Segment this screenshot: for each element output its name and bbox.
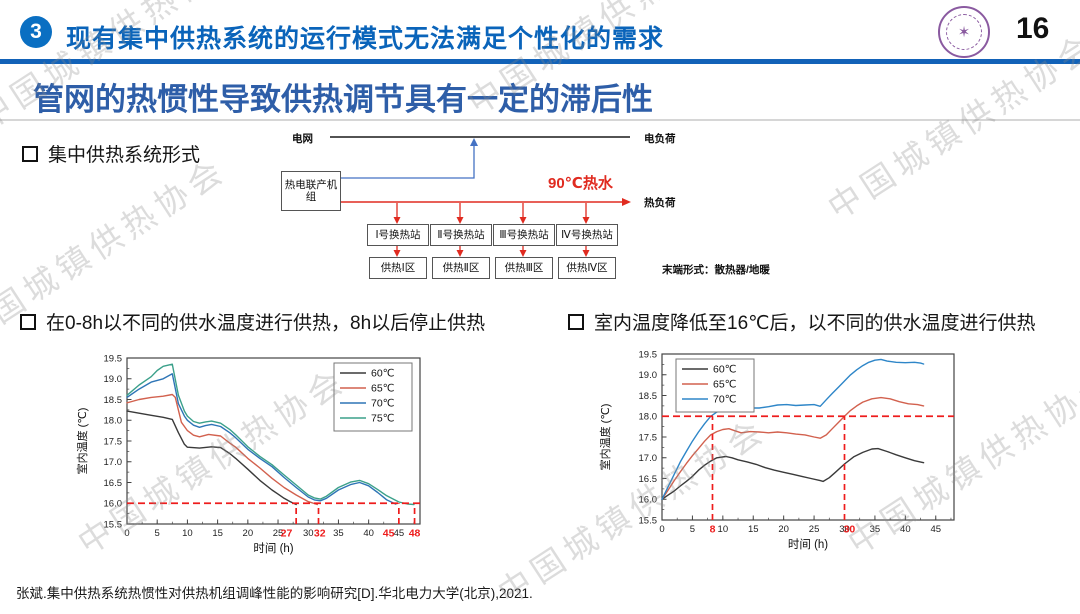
svg-text:60℃: 60℃ <box>371 368 394 380</box>
svg-text:60℃: 60℃ <box>713 364 736 376</box>
svg-text:25: 25 <box>809 524 820 535</box>
right-chart-caption: 室内温度降低至16℃后，以不同的供水温度进行供热 <box>568 308 1035 335</box>
svg-text:16.0: 16.0 <box>104 499 123 510</box>
svg-text:15.5: 15.5 <box>639 515 658 526</box>
reheating-chart: 15.5 16.0 16.5 17.0 17.5 18.0 18.5 19.0 19.5 0 5 10… <box>598 349 955 551</box>
subtitle-divider <box>0 119 1080 121</box>
terminal-form-label: 末端形式：散热器/地暖 <box>662 264 770 276</box>
left-chart-caption-text: 在0-8h以不同的供水温度进行供热，8h以后停止供热 <box>46 313 486 334</box>
svg-text:10: 10 <box>718 524 729 535</box>
page-number: 16 <box>1016 12 1050 45</box>
university-seal-icon: ✶ <box>938 6 990 58</box>
slide-subtitle: 管网的热惯性导致供热调节具有一定的滞后性 <box>33 82 653 117</box>
star-icon: ✶ <box>946 14 982 50</box>
header-divider <box>0 59 1080 64</box>
system-form-heading: 集中供热系统形式 <box>22 140 200 167</box>
svg-text:17.0: 17.0 <box>104 457 123 468</box>
svg-text:0: 0 <box>659 524 664 535</box>
svg-text:45: 45 <box>394 528 405 539</box>
svg-text:40: 40 <box>363 528 374 539</box>
svg-text:32: 32 <box>314 528 326 540</box>
svg-text:15: 15 <box>748 524 759 535</box>
svg-text:室内温度 (℃): 室内温度 (℃) <box>598 404 612 471</box>
svg-text:30: 30 <box>844 524 856 536</box>
svg-text:70℃: 70℃ <box>371 398 394 410</box>
square-bullet-icon <box>568 314 584 330</box>
svg-text:20: 20 <box>243 528 254 539</box>
page-title: 现有集中供热系统的运行模式无法满足个性化的需求 <box>66 25 665 53</box>
svg-text:35: 35 <box>333 528 344 539</box>
substation-box: Ⅳ号换热站 <box>556 224 618 246</box>
grid-label: 电网 <box>292 133 313 145</box>
svg-text:15.5: 15.5 <box>104 519 123 530</box>
diagram-lines <box>330 136 631 257</box>
svg-text:18.5: 18.5 <box>639 391 658 402</box>
svg-text:18.0: 18.0 <box>639 412 658 423</box>
square-bullet-icon <box>22 146 38 162</box>
svg-text:65℃: 65℃ <box>713 379 736 391</box>
substation-box: Ⅰ号换热站 <box>367 224 429 246</box>
citation: 张斌.集中供热系统热惯性对供热机组调峰性能的影响研究[D].华北电力大学(北京)… <box>16 586 533 601</box>
electric-load-label: 电负荷 <box>644 133 676 145</box>
svg-text:18.0: 18.0 <box>104 416 123 427</box>
svg-text:48: 48 <box>409 528 421 540</box>
svg-text:17.0: 17.0 <box>639 453 658 464</box>
svg-text:75℃: 75℃ <box>371 413 394 425</box>
section-number-badge: 3 <box>20 16 52 48</box>
svg-text:18.5: 18.5 <box>104 395 123 406</box>
svg-text:70℃: 70℃ <box>713 394 736 406</box>
heat-load-label: 热负荷 <box>644 197 676 209</box>
svg-text:45: 45 <box>930 524 941 535</box>
svg-text:5: 5 <box>690 524 695 535</box>
svg-text:17.5: 17.5 <box>104 436 123 447</box>
svg-text:19.0: 19.0 <box>639 370 658 381</box>
chp-system-diagram: 电网 电负荷 热负荷 90℃热水 热电联产机组 Ⅰ号换热站 Ⅱ号换热站 Ⅲ号换热… <box>278 126 798 296</box>
svg-text:室内温度 (℃): 室内温度 (℃) <box>75 408 89 475</box>
chp-unit-box: 热电联产机组 <box>281 171 341 211</box>
svg-text:45: 45 <box>383 528 395 540</box>
left-chart-caption: 在0-8h以不同的供水温度进行供热，8h以后停止供热 <box>20 308 485 335</box>
svg-text:17.5: 17.5 <box>639 432 658 443</box>
zone-box: 供热Ⅲ区 <box>495 257 553 279</box>
svg-text:16.5: 16.5 <box>104 478 123 489</box>
hot-water-label: 90℃热水 <box>548 175 613 192</box>
cooling-delay-chart: 15.5 16.0 16.5 17.0 17.5 18.0 18.5 19.0 19.5 0 5 10… <box>75 353 421 555</box>
substation-box: Ⅲ号换热站 <box>493 224 555 246</box>
svg-text:15: 15 <box>212 528 223 539</box>
square-bullet-icon <box>20 314 36 330</box>
svg-text:5: 5 <box>155 528 160 539</box>
svg-text:19.5: 19.5 <box>639 349 658 360</box>
system-form-label: 集中供热系统形式 <box>48 145 201 166</box>
svg-text:0: 0 <box>124 528 129 539</box>
svg-text:30: 30 <box>839 524 850 535</box>
svg-text:40: 40 <box>900 524 911 535</box>
svg-text:27: 27 <box>281 528 293 540</box>
svg-text:时间 (h): 时间 (h) <box>788 538 828 551</box>
zone-box: 供热Ⅰ区 <box>369 257 427 279</box>
svg-text:25: 25 <box>273 528 284 539</box>
right-chart-caption-text: 室内温度降低至16℃后，以不同的供水温度进行供热 <box>594 313 1036 334</box>
svg-text:35: 35 <box>870 524 881 535</box>
svg-text:20: 20 <box>778 524 789 535</box>
zone-box: 供热Ⅳ区 <box>558 257 616 279</box>
substation-box: Ⅱ号换热站 <box>430 224 492 246</box>
svg-text:16.0: 16.0 <box>639 495 658 506</box>
svg-text:16.5: 16.5 <box>639 474 658 485</box>
svg-text:8: 8 <box>710 524 716 536</box>
svg-text:时间 (h): 时间 (h) <box>253 542 293 555</box>
svg-text:10: 10 <box>182 528 193 539</box>
svg-text:30: 30 <box>303 528 314 539</box>
svg-text:19.5: 19.5 <box>104 353 123 364</box>
svg-text:65℃: 65℃ <box>371 383 394 395</box>
svg-text:19.0: 19.0 <box>104 374 123 385</box>
zone-box: 供热Ⅱ区 <box>432 257 490 279</box>
